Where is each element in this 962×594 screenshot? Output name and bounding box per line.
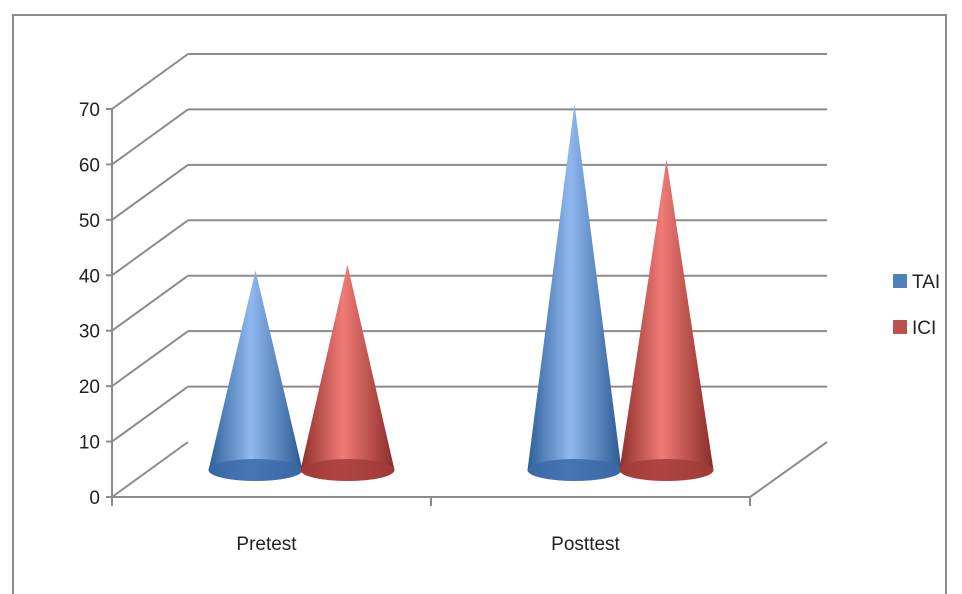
cone-ici-posttest (619, 159, 714, 482)
cone-body (619, 159, 714, 482)
gridline-side (111, 441, 189, 498)
legend-label-ici: ICI (912, 318, 936, 339)
cone-base (208, 459, 303, 481)
floor-right-edge (749, 441, 828, 498)
axes (111, 109, 828, 506)
gridline-side (111, 219, 189, 277)
y-axis-ticks: 0 10 20 30 40 50 60 70 (79, 100, 112, 509)
y-tick-label: 50 (79, 211, 100, 232)
legend-label-tai: TAI (912, 272, 940, 293)
legend-swatch-ici (893, 320, 907, 334)
gridline-side (111, 330, 189, 387)
cone-body (300, 264, 395, 482)
y-tick-label: 30 (79, 322, 100, 343)
y-tick-label: 60 (79, 155, 100, 176)
category-label: Posttest (551, 534, 620, 555)
cone-chart: 0 10 20 30 40 50 60 70 Pretest Posttest TAI ICI (79, 53, 940, 555)
y-tick-label: 40 (79, 266, 100, 287)
category-label: Pretest (236, 534, 297, 555)
x-axis-categories: Pretest Posttest (236, 534, 620, 555)
cone-body (527, 104, 622, 482)
cone-body (208, 270, 303, 482)
gridline-side (111, 108, 189, 166)
legend: TAI ICI (893, 272, 940, 339)
gridline-side (111, 164, 189, 221)
cone-tai-posttest (527, 104, 622, 482)
cones (208, 104, 714, 482)
cone-ici-pretest (300, 264, 395, 482)
cone-base (619, 459, 714, 481)
y-tick-label: 70 (79, 100, 100, 121)
y-tick-label: 10 (79, 433, 100, 454)
gridline-side (111, 274, 189, 332)
cone-tai-pretest (208, 270, 303, 482)
gridline-side (111, 53, 189, 110)
y-tick-label: 20 (79, 377, 100, 398)
cone-base (300, 459, 395, 481)
cone-base (527, 459, 622, 481)
gridlines (111, 53, 827, 498)
gridline-side (111, 385, 189, 443)
legend-swatch-tai (893, 274, 907, 288)
y-tick-label: 0 (89, 488, 100, 509)
